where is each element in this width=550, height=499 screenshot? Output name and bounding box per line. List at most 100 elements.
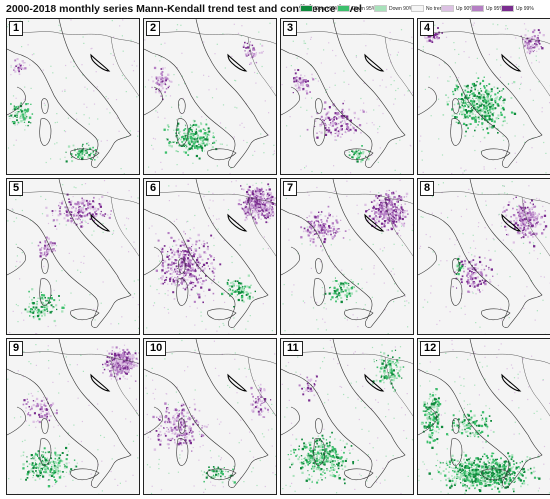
trend-pixel xyxy=(368,215,371,218)
trend-pixel xyxy=(182,140,184,142)
trend-pixel xyxy=(78,150,81,153)
trend-pixel xyxy=(68,473,70,475)
trend-pixel xyxy=(473,255,476,258)
trend-pixel xyxy=(520,224,523,227)
trend-pixel xyxy=(84,204,86,206)
trend-pixel xyxy=(331,118,334,121)
trend-pixel xyxy=(364,203,367,206)
trend-pixel xyxy=(399,196,403,199)
trend-pixel xyxy=(301,243,303,245)
trend-pixel xyxy=(181,240,184,243)
trend-pixel xyxy=(334,277,336,279)
trend-pixel xyxy=(469,97,471,99)
trend-pixel xyxy=(438,31,441,34)
trend-pixel xyxy=(393,220,395,223)
trend-pixel xyxy=(315,220,317,222)
trend-pixel xyxy=(41,247,43,249)
trend-pixel xyxy=(139,118,140,119)
trend-pixel xyxy=(406,300,408,302)
trend-pixel xyxy=(161,275,164,278)
trend-pixel xyxy=(45,161,47,164)
trend-pixel xyxy=(514,222,518,225)
trend-pixel xyxy=(167,308,169,310)
trend-pixel xyxy=(21,209,23,212)
trend-pixel xyxy=(380,204,383,207)
trend-pixel xyxy=(163,81,165,84)
trend-pixel xyxy=(385,194,388,196)
trend-pixel xyxy=(485,100,488,103)
trend-pixel xyxy=(324,292,327,295)
trend-pixel xyxy=(261,214,264,216)
trend-pixel xyxy=(89,206,92,208)
trend-pixel xyxy=(473,285,476,288)
trend-pixel xyxy=(233,317,235,319)
trend-pixel xyxy=(344,317,346,319)
trend-pixel xyxy=(456,287,458,289)
trend-pixel xyxy=(470,116,472,118)
trend-pixel xyxy=(371,201,374,203)
trend-pixel xyxy=(12,121,15,124)
trend-pixel xyxy=(266,206,268,208)
trend-pixel xyxy=(380,222,384,225)
trend-pixel xyxy=(56,228,58,230)
trend-pixel xyxy=(329,230,332,233)
trend-pixel xyxy=(17,121,20,124)
trend-pixel xyxy=(468,252,470,254)
trend-pixel xyxy=(399,179,401,181)
trend-map xyxy=(418,19,550,174)
trend-pixel xyxy=(298,215,300,217)
trend-pixel xyxy=(333,165,335,167)
trend-pixel xyxy=(261,44,264,47)
trend-pixel xyxy=(463,104,466,107)
trend-pixel xyxy=(489,125,491,127)
trend-pixel xyxy=(461,98,464,101)
trend-pixel xyxy=(463,270,465,273)
trend-pixel xyxy=(505,229,507,231)
trend-pixel xyxy=(538,61,540,63)
trend-pixel xyxy=(247,291,249,293)
trend-pixel xyxy=(469,112,471,114)
trend-pixel xyxy=(323,229,325,231)
trend-pixel xyxy=(385,204,388,206)
trend-pixel xyxy=(479,109,482,112)
trend-pixel xyxy=(231,281,234,284)
trend-pixel xyxy=(341,133,343,135)
trend-pixel xyxy=(453,42,455,44)
trend-pixel xyxy=(508,317,510,319)
trend-pixel xyxy=(461,275,464,278)
trend-pixel xyxy=(39,241,41,243)
trend-pixel xyxy=(176,259,178,261)
trend-pixel xyxy=(99,203,102,206)
trend-pixel xyxy=(542,299,544,301)
trend-pixel xyxy=(513,81,516,84)
trend-pixel xyxy=(475,322,477,324)
trend-pixel xyxy=(529,89,531,91)
trend-pixel xyxy=(390,76,392,78)
sicily-island xyxy=(70,148,100,161)
trend-pixel xyxy=(268,134,270,136)
trend-pixel xyxy=(392,215,394,218)
panel-number: 4 xyxy=(420,21,435,36)
trend-pixel xyxy=(318,221,320,224)
trend-pixel xyxy=(167,283,169,285)
trend-pixel xyxy=(386,195,388,197)
trend-pixel xyxy=(478,106,480,108)
trend-pixel xyxy=(20,120,23,123)
trend-pixel xyxy=(504,192,506,194)
trend-pixel xyxy=(310,115,313,118)
trend-pixel xyxy=(12,116,14,119)
trend-pixel xyxy=(196,258,199,262)
trend-pixel xyxy=(198,239,201,242)
trend-pixel xyxy=(198,157,201,160)
trend-pixel xyxy=(70,214,73,216)
trend-pixel xyxy=(167,270,170,272)
trend-pixel xyxy=(327,130,330,133)
trend-pixel xyxy=(190,128,193,131)
trend-pixel xyxy=(336,231,339,233)
trend-pixel xyxy=(534,213,536,215)
trend-pixel xyxy=(319,214,321,216)
trend-pixel xyxy=(441,154,444,156)
trend-pixel xyxy=(385,217,387,219)
trend-pixel xyxy=(195,248,197,250)
trend-pixel xyxy=(268,112,270,114)
